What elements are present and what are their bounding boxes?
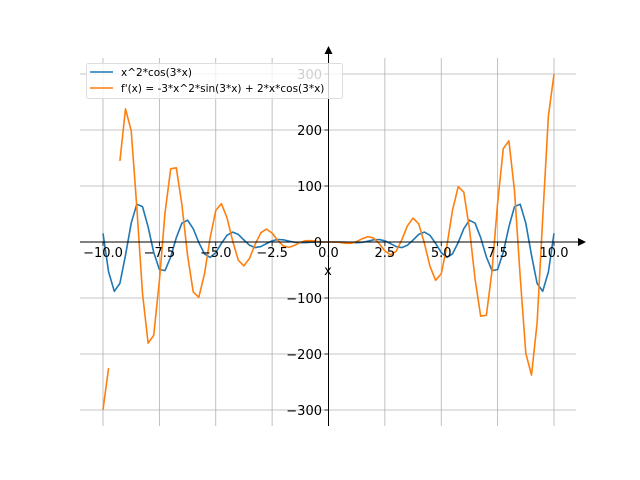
legend-label: f'(x) = -3*x^2*sin(3*x) + 2*x*cos(3*x) <box>121 83 324 95</box>
y-tick-label: −100 <box>286 292 322 307</box>
x-axis-arrow-icon <box>578 238 586 246</box>
x-axis-label: x <box>324 264 332 279</box>
y-axis-arrow-icon <box>324 46 333 54</box>
x-tick-label: 10.0 <box>540 246 569 261</box>
legend: x^2*cos(3*x) f'(x) = -3*x^2*sin(3*x) + 2*… <box>86 63 343 99</box>
y-tick-label: −200 <box>286 348 322 363</box>
y-tick-label: −300 <box>286 404 322 419</box>
x-tick-label: 0.0 <box>318 246 339 261</box>
y-tick-label: 100 <box>297 180 322 195</box>
axes <box>80 46 586 426</box>
x-tick-label: −5.0 <box>200 246 232 261</box>
y-tick-label: 200 <box>297 124 322 139</box>
legend-label: x^2*cos(3*x) <box>121 67 192 79</box>
x-tick-label: −7.5 <box>144 246 176 261</box>
x-tick-label: 2.5 <box>375 246 396 261</box>
ticks: −10.0 −7.5 −5.0 −2.5 0.0 2.5 5.0 7.5 10.0 −300 −20… <box>83 68 568 419</box>
x-tick-label: 7.5 <box>487 246 508 261</box>
y-tick-label: 0 <box>314 236 322 251</box>
x-tick-label: −10.0 <box>83 246 123 261</box>
x-tick-label: 5.0 <box>431 246 452 261</box>
x-tick-label: −2.5 <box>256 246 288 261</box>
legend-box <box>86 63 343 99</box>
